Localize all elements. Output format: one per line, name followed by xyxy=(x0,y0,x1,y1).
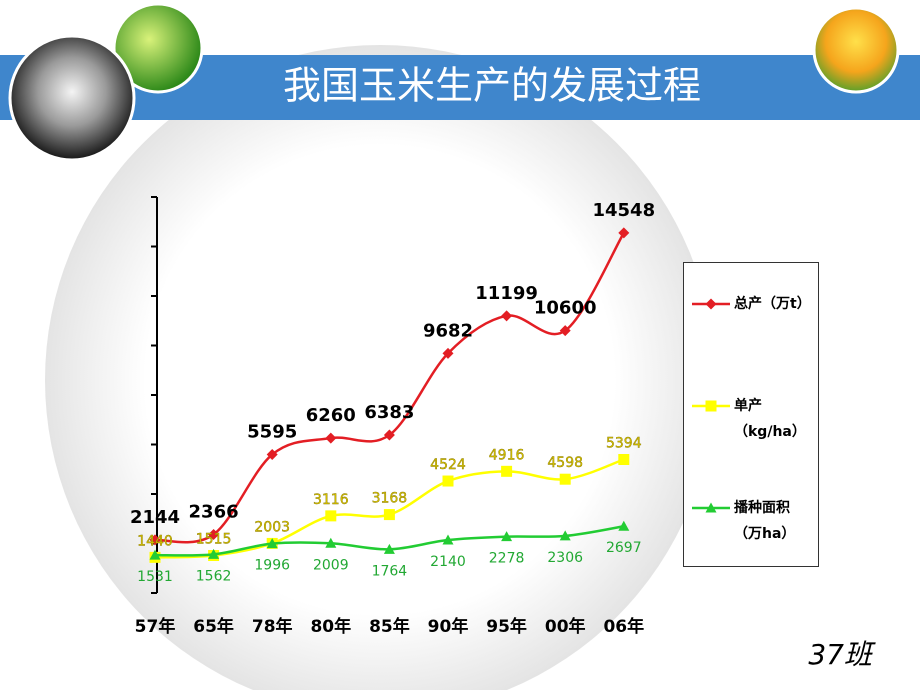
marker xyxy=(501,310,513,322)
marker xyxy=(618,227,630,239)
marker xyxy=(325,537,337,548)
marker xyxy=(325,432,337,444)
data-label: 14548 xyxy=(592,200,655,221)
marker xyxy=(325,510,337,522)
data-label: 6260 xyxy=(306,405,356,426)
marker xyxy=(383,509,395,521)
x-tick-label: 90年 xyxy=(428,616,469,637)
marker xyxy=(442,534,454,545)
legend-item: 播种面积（万ha） xyxy=(690,495,816,547)
data-label: 3116 xyxy=(313,492,349,508)
marker xyxy=(442,475,454,487)
marker xyxy=(208,528,220,540)
data-label: 1764 xyxy=(372,563,408,579)
data-label: 11199 xyxy=(475,283,538,304)
data-label: 6383 xyxy=(364,402,414,423)
marker xyxy=(618,453,630,465)
legend-marker xyxy=(705,502,717,513)
legend-marker xyxy=(705,298,717,310)
marker xyxy=(383,543,395,554)
marker xyxy=(208,548,220,559)
x-tick-label: 80年 xyxy=(310,616,351,637)
x-tick-label: 85年 xyxy=(369,616,410,637)
marker xyxy=(501,531,513,542)
data-label: 2306 xyxy=(547,550,583,566)
data-label: 1440 xyxy=(137,533,173,549)
legend-marker xyxy=(705,400,717,412)
marker xyxy=(383,429,395,441)
legend-swatch xyxy=(692,502,730,513)
x-tick-label: 57年 xyxy=(135,616,176,637)
marker xyxy=(149,549,161,560)
data-label: 1515 xyxy=(196,532,232,548)
marker xyxy=(559,473,571,485)
marker xyxy=(501,465,513,477)
x-tick-label: 78年 xyxy=(252,616,293,637)
marker xyxy=(559,530,571,541)
leaf-photo xyxy=(112,2,204,94)
marker xyxy=(266,449,278,461)
data-label: 1996 xyxy=(254,558,290,574)
legend-swatch xyxy=(692,400,730,412)
slide-title: 我国玉米生产的发展过程 xyxy=(283,64,701,108)
data-label: 3168 xyxy=(372,491,408,507)
data-label: 5595 xyxy=(247,422,297,443)
data-label: 1531 xyxy=(137,569,173,585)
data-label: 9682 xyxy=(423,320,473,341)
legend-label: 总产（万t） xyxy=(734,296,811,312)
legend-item: 总产（万t） xyxy=(690,291,816,317)
x-tick-label: 06年 xyxy=(603,616,644,637)
data-label: 2009 xyxy=(313,557,349,573)
data-label: 2144 xyxy=(130,507,180,528)
data-label: 4524 xyxy=(430,457,466,473)
tulip-photo xyxy=(812,6,900,94)
data-label: 10600 xyxy=(534,298,597,319)
data-label: 1562 xyxy=(196,568,232,584)
marker xyxy=(266,538,278,549)
data-label: 5394 xyxy=(606,435,642,451)
data-label: 4598 xyxy=(547,455,583,471)
dandelion-photo xyxy=(8,34,136,162)
data-label: 2278 xyxy=(489,551,525,567)
legend-label: 播种面积（万ha） xyxy=(734,500,796,542)
legend-item: 单产（kg/ha） xyxy=(690,393,816,445)
data-label: 2697 xyxy=(606,540,642,556)
x-tick-label: 65年 xyxy=(193,616,234,637)
marker xyxy=(442,347,454,359)
x-tick-label: 00年 xyxy=(545,616,586,637)
data-label: 4916 xyxy=(489,447,525,463)
legend-swatch xyxy=(692,298,730,310)
marker xyxy=(559,325,571,337)
marker xyxy=(618,520,630,531)
data-label: 2366 xyxy=(189,501,239,522)
background-circle xyxy=(45,45,715,690)
marker xyxy=(149,534,161,546)
x-tick-label: 95年 xyxy=(486,616,527,637)
legend: 总产（万t） 单产（kg/ha） 播种面积（万ha） xyxy=(683,262,819,567)
footer: 37班 xyxy=(808,638,876,671)
data-label: 2140 xyxy=(430,554,466,570)
legend-label: 单产（kg/ha） xyxy=(734,398,806,440)
data-label: 2003 xyxy=(254,519,290,535)
